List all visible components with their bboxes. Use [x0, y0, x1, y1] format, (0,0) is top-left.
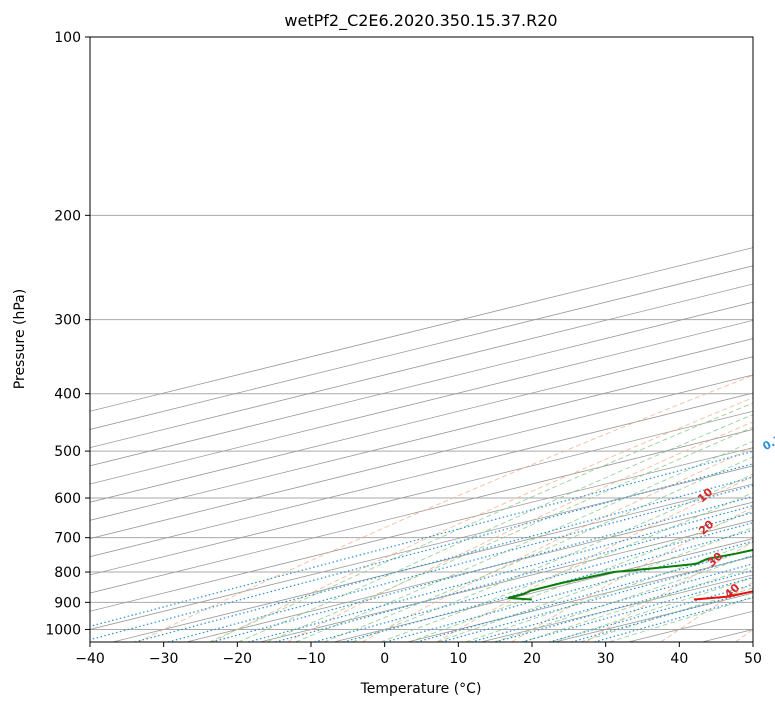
dry-adiabat--10 — [287, 421, 753, 642]
mixing-ratio-line-11 — [441, 555, 753, 642]
y-tick-label-500: 500 — [54, 444, 81, 460]
isotherm--150 — [90, 265, 753, 430]
dry-adiabat--30 — [137, 374, 753, 642]
y-tick-label-600: 600 — [54, 491, 81, 507]
y-tick-label-100: 100 — [54, 30, 81, 46]
x-tick-label--10: −10 — [296, 651, 326, 667]
profile-layer — [507, 548, 753, 601]
x-tick-label--20: −20 — [223, 651, 253, 667]
mixing-ratio-line-9 — [385, 540, 753, 642]
isotherm--20 — [186, 501, 753, 642]
dewpoint-profile — [507, 548, 753, 601]
mixing-ratio-line-1 — [90, 463, 753, 641]
isotherm--80 — [90, 392, 753, 558]
dry-adiabat--20 — [212, 397, 753, 642]
isotherm--160 — [90, 247, 753, 412]
y-tick-label-400: 400 — [54, 387, 81, 403]
dry-adiabat-20 — [511, 506, 753, 642]
y-tick-label-300: 300 — [54, 313, 81, 329]
moist-adiabat-0 — [352, 473, 753, 642]
moist-adiabat--4 — [323, 456, 753, 642]
x-tick-label--30: −30 — [149, 651, 179, 667]
mixing-ratio-line-8 — [343, 529, 753, 642]
mixing-ratio-line-2 — [134, 476, 753, 642]
x-tick-label-10: 10 — [449, 651, 467, 667]
dry-adiabat-0 — [361, 447, 753, 642]
mixing-ratio-line-4 — [211, 495, 753, 642]
grid-layer — [90, 37, 753, 642]
y-tick-label-1000: 1000 — [45, 622, 81, 638]
moist-adiabat-28 — [551, 577, 753, 642]
y-tick-label-900: 900 — [54, 595, 81, 611]
isotherm--120 — [90, 319, 753, 485]
mixing-ratio-line-7 — [314, 522, 753, 642]
x-tick-label-0: 0 — [380, 651, 389, 667]
isotherm--130 — [90, 301, 753, 467]
isotherm--40 — [90, 465, 753, 630]
isotherm--60 — [90, 429, 753, 594]
isotherm--10 — [260, 519, 753, 642]
moist-adiabat-16 — [465, 541, 753, 642]
isotherm--140 — [90, 283, 753, 449]
moist-adiabat--20 — [209, 402, 753, 642]
y-tick-label-800: 800 — [54, 565, 81, 581]
moist-adiabat--12 — [266, 426, 753, 642]
x-tick-label-40: 40 — [670, 651, 688, 667]
x-tick-label-30: 30 — [597, 651, 615, 667]
isotherm--110 — [90, 338, 753, 503]
moist-adiabat-24 — [522, 566, 753, 642]
moist-adiabat--8 — [295, 440, 753, 642]
x-tick-label--40: −40 — [75, 651, 105, 667]
moist-adiabat-32 — [580, 587, 753, 642]
dry-adiabat-40 — [660, 581, 753, 642]
x-tick-label-20: 20 — [523, 651, 541, 667]
plot-frame — [89, 36, 754, 643]
x-tick-label-50: 50 — [744, 651, 762, 667]
dry-adiabat-10 — [436, 475, 753, 642]
isotherm--70 — [90, 410, 753, 576]
y-tick-label-200: 200 — [54, 208, 81, 224]
y-tick-label-700: 700 — [54, 531, 81, 547]
x-axis-title: Temperature (°C) — [360, 681, 482, 697]
isotherm-0 — [333, 538, 753, 642]
moist-adiabat--16 — [238, 414, 753, 642]
isotherm--50 — [90, 447, 753, 612]
y-axis-title: Pressure (hPa) — [12, 289, 28, 389]
chart-title: wetPf2_C2E6.2020.350.15.37.R20 — [284, 11, 557, 31]
axes: −40 −30 −20 −10 0 10 20 30 40 50 100 200 300 400 500 60… — [45, 30, 762, 667]
isotherm--30 — [112, 483, 753, 642]
mixing-ratio-line-10 — [416, 548, 753, 642]
